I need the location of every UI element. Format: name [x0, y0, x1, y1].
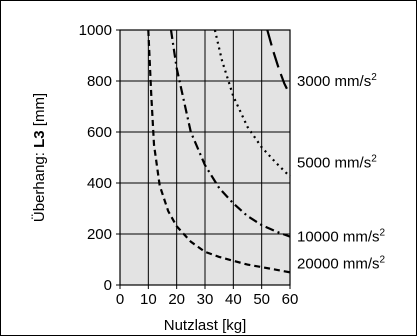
y-axis-label: Überhang: L3 [mm]	[30, 93, 48, 222]
x-axis-label: Nutzlast [kg]	[164, 317, 247, 334]
series-label-superscript: 2	[380, 254, 386, 265]
y-axis-label-suffix: [mm]	[31, 93, 48, 131]
series-label-2: 5000 mm/s2	[297, 154, 377, 172]
series-label-text: 5000 mm/s	[297, 155, 371, 172]
x-tick-label: 0	[116, 291, 124, 308]
series-line-4	[147, 29, 291, 274]
series-label-text: 10000 mm/s	[297, 229, 380, 246]
series-label-4: 20000 mm/s2	[297, 254, 386, 272]
y-tick-label: 400	[87, 175, 112, 192]
series-label-text: 3000 mm/s	[297, 73, 371, 90]
series-line-1	[266, 29, 291, 96]
series-label-superscript: 2	[371, 72, 377, 83]
series-label-superscript: 2	[371, 154, 377, 165]
y-tick-label: 800	[87, 73, 112, 90]
x-tick-label: 10	[140, 291, 157, 308]
y-axis-label-prefix: Überhang:	[30, 148, 48, 222]
series-label-superscript: 2	[380, 228, 386, 239]
y-tick-label: 1000	[79, 22, 112, 39]
y-tick-label: 0	[104, 277, 112, 294]
y-axis-label-bold: L3	[31, 130, 48, 148]
x-tick-label: 20	[168, 291, 185, 308]
series-label-3: 10000 mm/s2	[297, 228, 386, 246]
series-label-text: 20000 mm/s	[297, 255, 380, 272]
x-tick-label: 30	[197, 291, 214, 308]
x-tick-label: 40	[225, 291, 242, 308]
series-line-3	[169, 29, 291, 238]
x-tick-label: 60	[282, 291, 299, 308]
y-tick-label: 200	[87, 226, 112, 243]
y-tick-label: 600	[87, 124, 112, 141]
x-tick-label: 50	[253, 291, 270, 308]
series-label-1: 3000 mm/s2	[297, 72, 377, 90]
series-line-2	[213, 29, 291, 178]
